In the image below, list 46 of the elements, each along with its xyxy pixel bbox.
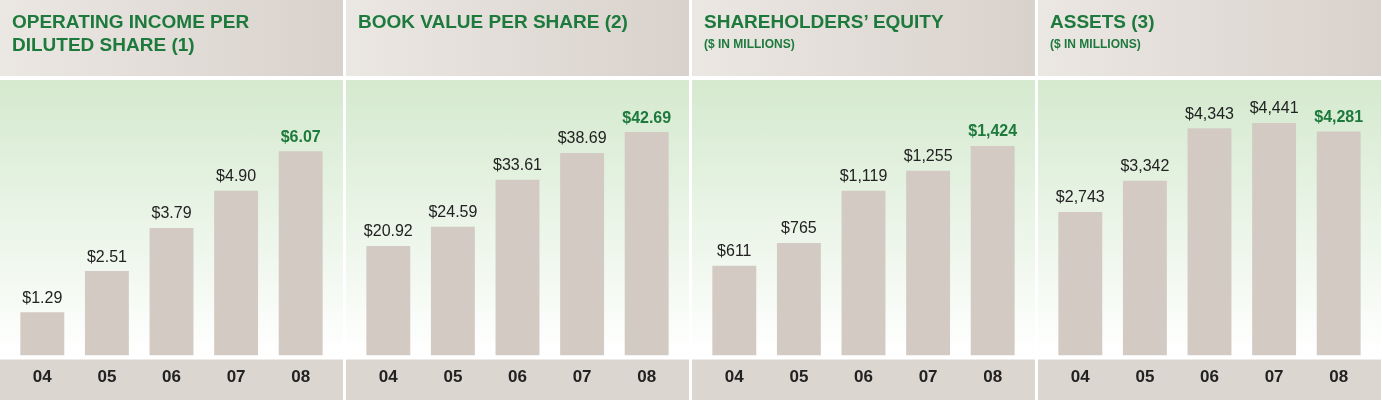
data-label: $3,342 <box>1120 157 1170 175</box>
data-label: $4.90 <box>216 167 257 185</box>
data-label: $6.07 <box>280 127 321 145</box>
data-label: $1.29 <box>22 288 63 306</box>
x-tick-label: 06 <box>162 367 181 387</box>
data-label: $611 <box>717 242 752 260</box>
data-label: $20.92 <box>363 222 413 240</box>
chart-title: BOOK VALUE PER SHARE (2) <box>358 10 629 33</box>
x-tick-label: 06 <box>854 367 873 387</box>
data-label: $4,281 <box>1314 107 1364 125</box>
x-tick-label: 04 <box>1070 367 1091 387</box>
data-label: $2.51 <box>86 247 128 265</box>
data-label: $1,119 <box>839 167 888 185</box>
x-tick-label: 07 <box>572 367 592 387</box>
data-label: $765 <box>781 219 817 237</box>
chart-title: OPERATING INCOME PER DILUTED SHARE (1) <box>12 10 251 56</box>
x-tick-label: 06 <box>508 367 527 387</box>
x-tick-label: 05 <box>1135 367 1155 387</box>
chart-subtitle: ($ IN MILLIONS) <box>704 37 796 51</box>
x-tick-label: 04 <box>32 367 53 387</box>
data-label: $24.59 <box>428 203 478 221</box>
chart-subtitle: ($ IN MILLIONS) <box>1050 37 1142 51</box>
data-label: $3.79 <box>151 204 192 222</box>
x-tick-label: 05 <box>789 367 809 387</box>
x-tick-label: 08 <box>1329 367 1349 387</box>
chart-title: SHAREHOLDERS’ EQUITY <box>704 10 945 33</box>
x-tick-label: 07 <box>918 367 938 387</box>
data-label: $33.61 <box>493 156 543 174</box>
data-label: $1,255 <box>903 147 953 165</box>
x-tick-label: 08 <box>637 367 657 387</box>
data-label: $4,343 <box>1185 104 1235 122</box>
chart-title: ASSETS (3) <box>1050 10 1156 33</box>
x-tick-label: 08 <box>983 367 1003 387</box>
data-label: $4,441 <box>1249 99 1299 117</box>
data-label: $2,743 <box>1055 188 1105 206</box>
x-tick-label: 05 <box>443 367 463 387</box>
data-label: $1,424 <box>968 122 1018 140</box>
x-tick-label: 06 <box>1200 367 1219 387</box>
x-tick-label: 07 <box>1264 367 1284 387</box>
data-label: $42.69 <box>622 108 672 126</box>
x-tick-label: 04 <box>724 367 745 387</box>
x-tick-label: 05 <box>97 367 117 387</box>
x-tick-label: 04 <box>378 367 399 387</box>
data-label: $38.69 <box>557 129 607 147</box>
x-tick-label: 08 <box>291 367 311 387</box>
x-tick-label: 07 <box>226 367 246 387</box>
